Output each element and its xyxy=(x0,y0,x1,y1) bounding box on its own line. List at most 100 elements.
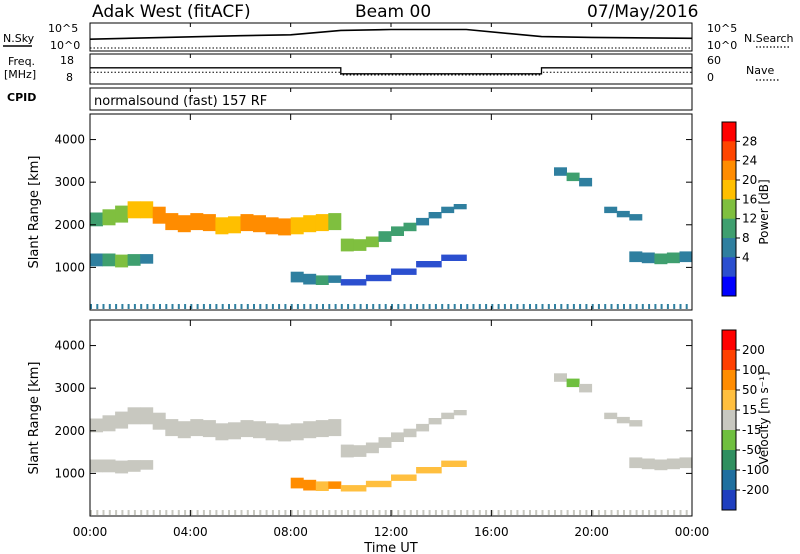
colorbar-swatch xyxy=(722,141,736,162)
band-0-cell xyxy=(102,209,116,226)
band-3-cell xyxy=(315,481,329,491)
ground-scatter-cell xyxy=(259,510,262,515)
ground-scatter-cell xyxy=(516,510,519,515)
ground-scatter-cell xyxy=(284,510,287,515)
band-0-cell xyxy=(303,421,317,439)
band-0-cell xyxy=(202,214,216,232)
ground-scatter-cell xyxy=(629,304,632,309)
ground-scatter-cell xyxy=(566,304,569,309)
band-6-cell xyxy=(629,214,643,221)
band-6-cell xyxy=(616,416,630,424)
site-title: Adak West (fitACF) xyxy=(92,2,251,22)
cpid-text: normalsound (fast) 157 RF xyxy=(94,94,267,109)
ground-scatter-cell xyxy=(209,304,212,309)
freq-tick-bottom: 8 xyxy=(66,71,73,84)
ground-scatter-cell xyxy=(359,304,362,309)
band-3-cell xyxy=(315,275,329,285)
colorbar-swatch xyxy=(722,410,736,431)
ground-scatter-cell xyxy=(547,304,550,309)
ground-scatter-cell xyxy=(447,510,450,515)
colorbar-swatch xyxy=(722,160,736,181)
ground-scatter-cell xyxy=(284,304,287,309)
band-4-cell xyxy=(391,268,417,275)
band-6-cell xyxy=(629,420,643,427)
band-1-cell xyxy=(441,412,455,420)
xtick-label: 20:00 xyxy=(574,525,609,539)
band-1-cell xyxy=(391,432,404,442)
ground-scatter-cell xyxy=(265,510,268,515)
ground-scatter-cell xyxy=(359,510,362,515)
ground-scatter-cell xyxy=(604,510,607,515)
ground-scatter-cell xyxy=(221,304,224,309)
band-4-cell xyxy=(416,467,442,474)
date-title: 07/May/2016 xyxy=(587,2,699,22)
ground-scatter-cell xyxy=(654,304,657,309)
ground-scatter-cell xyxy=(403,304,406,309)
cpid-label: CPID xyxy=(7,91,36,104)
band-0-cell xyxy=(140,407,154,425)
band-7-cell xyxy=(641,252,655,264)
power-colorbar: 28 24 20 16 12 8 4 xyxy=(721,121,757,297)
ground-scatter-cell xyxy=(159,304,161,309)
ground-scatter-cell xyxy=(654,510,657,515)
band-0-cell xyxy=(290,423,304,441)
velocity-yticks: 4000 3000 2000 1000 xyxy=(54,339,692,480)
band-2-cell xyxy=(127,460,141,472)
band-3-cell xyxy=(290,271,304,283)
colorbar-tick-label: -200 xyxy=(742,483,769,497)
ground-scatter-cell xyxy=(259,304,262,309)
ground-scatter-cell xyxy=(202,510,205,515)
ground-scatter-cell xyxy=(165,510,168,515)
ground-scatter-cell xyxy=(340,304,343,309)
ground-scatter-cell xyxy=(673,510,676,515)
ground-scatter-cell xyxy=(616,304,619,309)
band-1-cell xyxy=(403,428,417,438)
band-0-cell xyxy=(265,217,279,235)
ytick-label: 3000 xyxy=(54,381,85,395)
nave-tick-bottom: 0 xyxy=(707,71,714,84)
ground-scatter-cell xyxy=(378,304,381,309)
ground-scatter-cell xyxy=(384,510,387,515)
band-0-cell xyxy=(328,419,342,437)
colorbar-tick-label: 4 xyxy=(742,250,750,264)
xtick-label: 08:00 xyxy=(273,525,308,539)
freq-unit-label: [MHz] xyxy=(4,68,36,81)
ground-scatter-cell xyxy=(472,304,475,309)
band-1-cell xyxy=(340,444,354,458)
ground-scatter-cell xyxy=(597,304,600,309)
ground-scatter-cell xyxy=(240,304,243,309)
colorbar-swatch xyxy=(722,330,736,351)
ground-scatter-cell xyxy=(303,304,306,309)
band-6-cell xyxy=(616,210,630,218)
ground-scatter-cell xyxy=(529,304,531,309)
ground-scatter-cell xyxy=(384,304,387,309)
ground-scatter-cell xyxy=(673,304,676,309)
band-1-cell xyxy=(453,204,467,210)
ground-scatter-cell xyxy=(428,304,431,309)
band-0-cell xyxy=(165,213,179,231)
band-0-cell xyxy=(278,218,292,236)
ground-scatter-cell xyxy=(460,304,462,309)
ground-scatter-cell xyxy=(234,304,237,309)
colorbar-tick-label: 8 xyxy=(742,231,750,245)
ground-scatter-cell xyxy=(184,304,187,309)
ground-scatter-cell xyxy=(478,510,481,515)
ground-scatter-cell xyxy=(271,304,274,309)
ground-scatter-cell xyxy=(140,510,143,515)
ground-scatter-cell xyxy=(102,304,105,309)
ground-scatter-cell xyxy=(315,510,318,515)
band-0-cell xyxy=(152,412,166,430)
ground-scatter-cell xyxy=(215,510,218,515)
ground-scatter-cell xyxy=(234,510,237,515)
freq-label: Freq. xyxy=(8,55,35,68)
colorbar-tick-label: -100 xyxy=(742,463,769,477)
colorbar-tick-label: 50 xyxy=(742,383,757,397)
ytick-label: 2000 xyxy=(54,424,85,438)
nave-series xyxy=(90,71,692,76)
ground-scatter-cell xyxy=(296,304,299,309)
ytick-label: 3000 xyxy=(54,175,85,189)
band-0-cell xyxy=(202,420,216,438)
ground-scatter-cell xyxy=(591,304,594,309)
power-data xyxy=(90,167,693,309)
band-3-cell xyxy=(303,479,317,491)
